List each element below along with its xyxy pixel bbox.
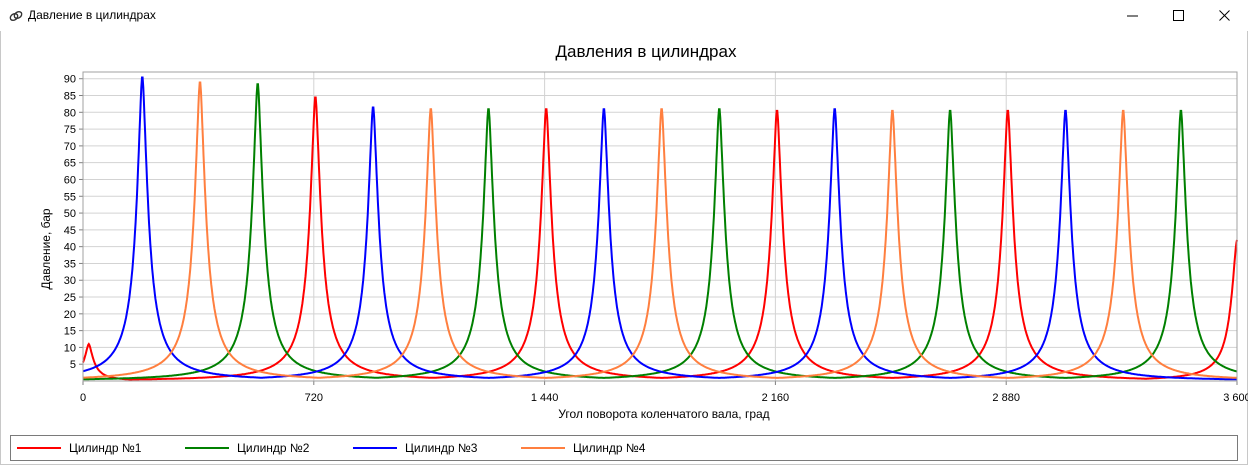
chart-legend: Цилиндр №1 Цилиндр №2 Цилиндр №3 Цилиндр… (10, 435, 1238, 461)
y-tick-label: 85 (64, 91, 76, 103)
y-tick-label: 20 (64, 309, 76, 321)
legend-swatch (353, 447, 397, 449)
x-tick-label: 1 440 (531, 392, 559, 404)
chart-title: Давления в цилиндрах (556, 42, 737, 61)
y-axis-ticks: 5 10 15 20 25 30 35 40 45 50 55 60 65 70 75 80 85 90 (64, 74, 83, 371)
x-axis-ticks: 0 720 1 440 2 160 2 880 3 600 (80, 381, 1248, 404)
legend-label: Цилиндр №4 (573, 441, 646, 455)
y-tick-label: 30 (64, 275, 76, 287)
y-tick-label: 10 (64, 342, 76, 354)
y-tick-label: 70 (64, 141, 76, 153)
legend-label: Цилиндр №1 (69, 441, 142, 455)
app-logo-icon (9, 10, 23, 22)
x-tick-label: 2 880 (992, 392, 1020, 404)
y-tick-label: 90 (64, 74, 76, 86)
maximize-button[interactable] (1156, 0, 1202, 31)
x-tick-label: 0 (80, 392, 86, 404)
legend-swatch (185, 447, 229, 449)
x-tick-label: 720 (305, 392, 323, 404)
x-tick-label: 2 160 (762, 392, 790, 404)
pressure-chart: Давления в цилиндрах 5 10 15 20 25 30 35 40 45 50… (39, 42, 1248, 421)
y-axis-label: Давление, бар (39, 208, 53, 290)
y-tick-label: 50 (64, 208, 76, 220)
y-tick-label: 65 (64, 158, 76, 170)
chart-grid (82, 72, 1238, 381)
y-tick-label: 55 (64, 191, 76, 203)
legend-label: Цилиндр №2 (237, 441, 310, 455)
window-title: Давление в цилиндрах (28, 8, 156, 22)
series-line-cylinder-4 (82, 81, 1238, 379)
y-tick-label: 75 (64, 124, 76, 136)
legend-swatch (521, 447, 565, 449)
y-tick-label: 80 (64, 107, 76, 119)
y-tick-label: 25 (64, 292, 76, 304)
x-tick-label: 3 600 (1223, 392, 1248, 404)
window-title-bar: Давление в цилиндрах (0, 0, 1248, 31)
minimize-icon (1127, 15, 1138, 17)
series-line-cylinder-1 (82, 96, 1238, 381)
y-tick-label: 15 (64, 326, 76, 338)
series-line-cylinder-3 (82, 76, 1237, 381)
series-lines (82, 76, 1238, 381)
maximize-icon (1173, 10, 1184, 21)
close-icon (1219, 10, 1230, 21)
minimize-button[interactable] (1110, 0, 1156, 31)
plot-area (82, 71, 1238, 382)
legend-swatch (17, 447, 61, 449)
close-button[interactable] (1202, 0, 1248, 31)
y-tick-label: 60 (64, 174, 76, 186)
legend-label: Цилиндр №3 (405, 441, 478, 455)
y-tick-label: 40 (64, 242, 76, 254)
y-tick-label: 45 (64, 225, 76, 237)
x-axis-label: Угол поворота коленчатого вала, град (558, 407, 769, 421)
y-tick-label: 35 (64, 258, 76, 270)
y-tick-label: 5 (70, 359, 76, 371)
